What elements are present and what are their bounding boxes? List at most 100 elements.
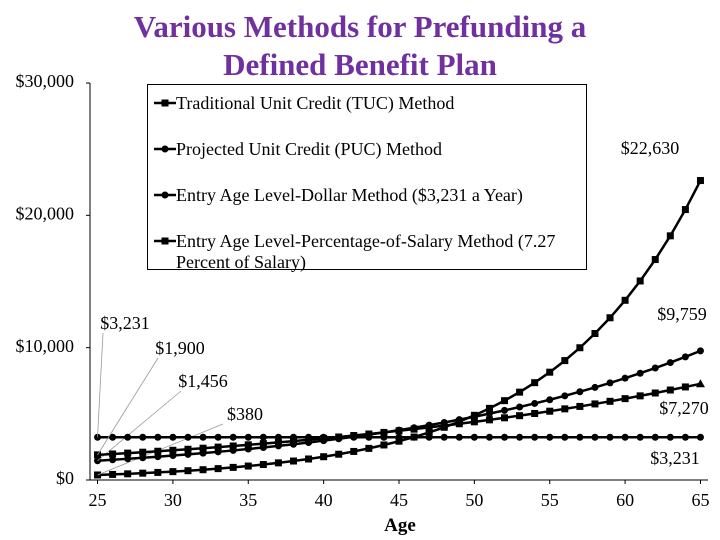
data-point [621,433,629,441]
data-point [695,379,705,388]
data-point [425,428,433,436]
data-point [214,433,222,441]
data-point [305,436,313,444]
data-point [696,347,704,355]
x-tick-label: 50 [465,490,483,510]
data-point [696,433,704,441]
data-point [154,453,162,461]
data-point [681,353,689,361]
data-point [229,442,237,450]
x-tick-label: 30 [164,490,182,510]
legend-item: Traditional Unit Credit (TUC) Method [154,93,580,135]
data-point [606,397,614,405]
data-point [546,407,554,415]
data-point [485,404,493,412]
x-tick-label: 55 [541,490,559,510]
data-point [365,430,373,438]
data-point [666,359,674,367]
data-point [154,468,162,476]
data-point [621,296,629,304]
data-point [139,469,147,477]
data-point [681,383,689,391]
data-point [169,446,177,454]
x-tick-label: 45 [390,490,408,510]
data-point [561,433,569,441]
data-point [184,445,192,453]
data-point [485,433,493,441]
data-point [651,256,659,264]
legend-swatch [154,145,176,153]
legend-item: Entry Age Level-Dollar Method ($3,231 a … [154,185,580,227]
legend-label: Entry Age Level-Percentage-of-Salary Met… [176,231,556,272]
data-point [576,388,584,396]
data-point [244,462,252,470]
data-label: $22,630 [621,138,680,158]
data-point [109,470,117,478]
data-point [259,461,267,469]
data-point [531,379,539,387]
data-point [576,433,584,441]
data-point [305,455,313,463]
data-point [109,450,117,458]
leader-line [97,357,159,456]
data-point [214,443,222,451]
data-point [199,444,207,452]
legend-swatch [154,99,176,107]
data-point [380,441,388,449]
data-point [606,314,614,322]
x-tick-label: 40 [315,490,333,510]
data-point [666,386,674,394]
data-point [651,389,659,397]
legend-item: Projected Unit Credit (PUC) Method [154,139,580,181]
data-point [199,433,207,441]
data-point [455,420,463,428]
data-point [380,428,388,436]
legend-marker [161,237,169,245]
data-point [485,410,493,418]
data-point [169,468,177,476]
data-point [561,405,569,413]
chart-title: Various Methods for Prefunding a Defined… [133,9,587,82]
data-point [154,433,162,441]
data-point [184,467,192,475]
data-point [320,434,328,442]
data-point [244,441,252,449]
x-tick-label: 25 [89,490,107,510]
data-point [259,433,267,441]
data-point [440,433,448,441]
data-point [516,433,524,441]
data-label: $380 [227,404,263,424]
data-point [350,447,358,455]
data-point [696,177,704,185]
legend-label: Projected Unit Credit (PUC) Method [176,139,442,159]
data-point [621,395,629,403]
legend: Traditional Unit Credit (TUC) Method Proj… [147,84,587,272]
legend-label: Traditional Unit Credit (TUC) Method [176,93,455,113]
data-point [365,444,373,452]
data-point [621,374,629,382]
legend-swatch [154,191,176,199]
data-point [455,433,463,441]
data-label: $3,231 [650,448,700,468]
data-label: $9,759 [657,304,707,324]
data-point [516,412,524,420]
data-point [636,392,644,400]
data-point [681,433,689,441]
data-point [214,465,222,473]
data-point [259,440,267,448]
data-point [229,433,237,441]
data-point [440,422,448,430]
data-point [591,383,599,391]
data-point [681,206,689,214]
data-point [470,418,478,426]
data-point [199,466,207,474]
data-point [576,344,584,352]
data-point [531,433,539,441]
data-point [531,399,539,407]
data-point [139,433,147,441]
x-axis-label: Age [384,515,416,536]
legend-label: Entry Age Level-Dollar Method ($3,231 a … [176,185,523,205]
data-point [651,433,659,441]
data-point [425,423,433,431]
y-tick-label: $0 [56,468,74,488]
